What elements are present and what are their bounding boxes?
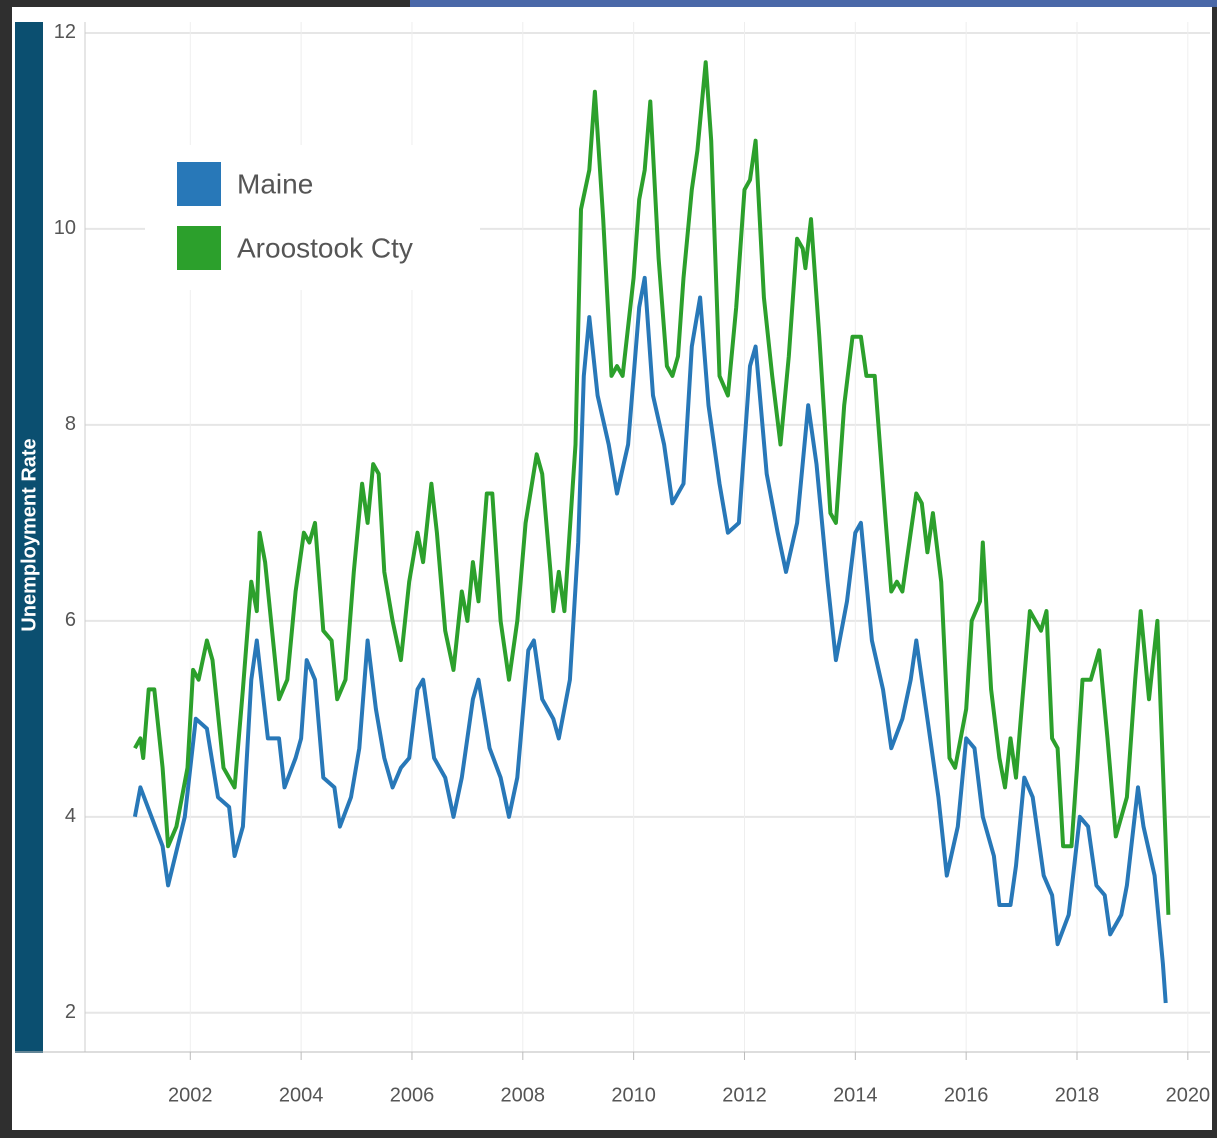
y-tick-label: 6 [65,609,76,631]
x-tick-label: 2012 [722,1084,767,1106]
y-tick-label: 4 [65,805,76,827]
right-border [1212,7,1217,1138]
bottom-border [0,1130,1217,1138]
y-tick-label: 10 [54,217,76,239]
x-tick-label: 2016 [944,1084,989,1106]
x-tick-label: 2020 [1166,1084,1211,1106]
top-bar-dark [0,0,410,7]
legend-label: Aroostook Cty [237,232,413,263]
x-tick-label: 2002 [168,1084,213,1106]
top-bar-blue [410,0,1217,7]
y-tick-label: 8 [65,413,76,435]
x-tick-label: 2004 [279,1084,324,1106]
lines [132,60,1171,1004]
x-tick-label: 2014 [833,1084,878,1106]
legend-label: Maine [237,168,313,199]
y-axis-label: Unemployment Rate [18,438,40,631]
x-tick-label: 2008 [501,1084,546,1106]
y-label-band [15,22,43,1053]
legend-swatch [177,226,221,270]
legend: Maine Aroostook Cty [145,145,480,290]
x-tick-label: 2010 [611,1084,656,1106]
y-tick-label: 2 [65,1001,76,1023]
y-tick-label: 12 [54,21,76,43]
x-tick-label: 2018 [1055,1084,1100,1106]
x-tick-label: 2006 [390,1084,435,1106]
series-line [133,60,1171,915]
series-line [132,275,1168,1004]
legend-swatch [177,162,221,206]
left-border [0,0,12,1138]
